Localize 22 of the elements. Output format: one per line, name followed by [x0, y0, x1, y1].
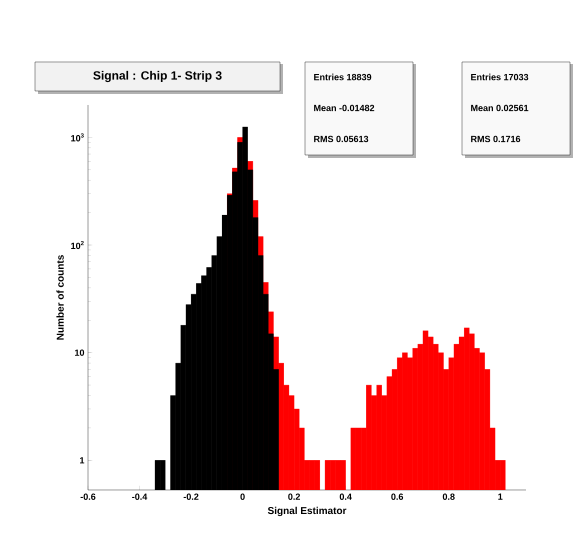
x-tick-label: 0 — [240, 494, 245, 500]
x-tick-label: 0.6 — [391, 494, 404, 500]
annotation: RMS 0.1716 — [471, 136, 520, 142]
y-axis-title: Number of counts — [56, 255, 64, 340]
x-tick-label: 0.2 — [288, 494, 300, 500]
x-tick-label: -0.2 — [184, 494, 198, 500]
annotation: RMS 0.05613 — [314, 136, 368, 142]
chart-title: Signal : Chip 1- Strip 3 — [93, 70, 222, 82]
x-tick-label: -0.6 — [80, 494, 96, 500]
y-tick-label: 1 — [80, 457, 84, 464]
x-tick-label: 0.4 — [340, 494, 352, 500]
x-axis-title: Signal Estimator — [268, 506, 346, 516]
text: Entries 17033 — [471, 74, 528, 80]
text: Entries 18839 — [314, 74, 372, 80]
y-tick-label: 10$^{2}$ — [71, 240, 84, 250]
x-tick-label: 1 — [498, 494, 502, 500]
y-tick-label: 10$^{3}$ — [71, 133, 84, 142]
x-tick-label: 0.8 — [442, 494, 455, 500]
annotation: Mean 0.02561 — [471, 104, 528, 112]
x-tick-label: -0.4 — [132, 494, 148, 500]
y-tick-label: 10 — [75, 349, 84, 356]
annotation: Mean -0.01482 — [314, 104, 374, 112]
